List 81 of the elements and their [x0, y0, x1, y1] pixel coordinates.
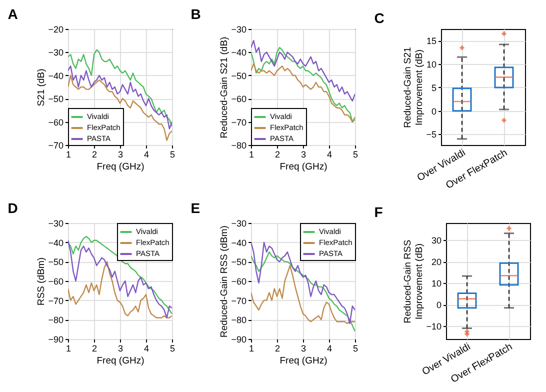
y-tick-label: −70	[48, 140, 64, 150]
x-tick-label: 4	[144, 344, 150, 354]
x-tick-label: 5	[352, 344, 358, 354]
y-tick-label: 0	[431, 106, 436, 116]
y-tick-label: −5	[426, 130, 436, 140]
y-tick-label: 30	[431, 236, 442, 246]
y-tick-label: −70	[231, 117, 246, 128]
y-tick-label: −30	[48, 48, 64, 58]
chart-title: B	[190, 6, 201, 22]
y-tick-label: −80	[231, 315, 246, 326]
y-tick-label: −80	[48, 315, 64, 326]
y-tick-label: −10	[426, 322, 442, 332]
x-tick-label: 3	[118, 150, 124, 160]
chart-title: C	[374, 10, 384, 26]
y-tick-label: −40	[48, 70, 64, 81]
y-axis-title: S21 (dB)	[36, 68, 48, 106]
x-tick-label: 5	[170, 344, 176, 354]
x-tick-label: 1	[248, 344, 254, 354]
y-tick-label: −50	[48, 257, 64, 268]
y-tick-label: 15	[426, 36, 436, 46]
x-tick-label: 2	[274, 150, 280, 160]
y-tick-label: 5	[431, 82, 436, 93]
chart-title: D	[8, 200, 18, 216]
line-series	[251, 251, 355, 332]
y-tick-label: 10	[431, 278, 442, 289]
x-tick-label: 2	[92, 150, 98, 160]
y-tick-label: −30	[48, 218, 64, 228]
y-axis-title: Reduced-Gain RSS (dBm)	[219, 226, 230, 338]
y-axis-title: Reduced-Gain S21 (dB)	[219, 36, 230, 138]
chart-title: E	[190, 200, 200, 216]
y-tick-label: −40	[231, 238, 246, 248]
y-tick-label: −80	[231, 140, 246, 150]
chart-title: A	[8, 6, 18, 22]
x-tick-label: 4	[326, 344, 332, 354]
y-tick-label: −90	[231, 334, 246, 344]
line-series	[251, 242, 355, 324]
y-tick-label: −60	[48, 117, 64, 128]
y-tick-label: −60	[231, 276, 246, 286]
chart-title: F	[374, 204, 384, 220]
x-tick-label: 3	[300, 344, 306, 354]
y-tick-label: −30	[231, 24, 246, 34]
line-series	[251, 63, 355, 122]
x-axis-title: Freq (GHz)	[96, 356, 144, 366]
y-tick-label: 0	[436, 300, 442, 310]
y-tick-label: −70	[231, 296, 246, 306]
x-tick-label: 1	[66, 150, 72, 160]
x-axis-title: Freq (GHz)	[280, 162, 328, 172]
x-tick-label: 3	[300, 150, 306, 160]
line-series	[251, 46, 355, 122]
y-tick-label: 10	[426, 60, 436, 70]
x-tick-label: 4	[144, 150, 150, 160]
y-tick-label: −70	[48, 296, 64, 306]
y-axis-title: RSS (dBm)	[36, 257, 48, 306]
line-series	[68, 74, 172, 141]
y-axis-title: Reduced-Gain S21 Improvement (dB)	[402, 47, 426, 128]
y-tick-label: 20	[431, 257, 442, 268]
y-tick-label: −20	[48, 24, 64, 34]
x-tick-label: 5	[170, 150, 176, 160]
y-tick-label: −90	[48, 334, 64, 344]
y-tick-label: −60	[48, 276, 64, 286]
y-tick-label: −50	[231, 70, 246, 81]
line-series	[68, 66, 172, 130]
line-series	[251, 264, 355, 324]
y-tick-label: −60	[231, 94, 246, 104]
y-tick-label: −50	[231, 257, 246, 268]
y-axis-title: Reduced-Gain RSS Improvement (dB)	[402, 240, 426, 324]
x-tick-label: 1	[248, 150, 254, 160]
y-tick-label: −40	[231, 48, 246, 58]
x-tick-label: 1	[66, 344, 72, 354]
x-tick-label: 2	[92, 344, 98, 354]
y-tick-label: −50	[48, 94, 64, 104]
line-series	[251, 40, 355, 102]
x-tick-label: 4	[326, 150, 332, 160]
x-tick-label: 2	[274, 344, 280, 354]
x-axis-title: Freq (GHz)	[96, 162, 144, 172]
y-tick-label: −40	[48, 238, 64, 248]
line-series	[68, 261, 172, 318]
x-tick-label: 5	[352, 150, 358, 160]
x-tick-label: 3	[118, 344, 124, 354]
y-tick-label: −30	[231, 218, 246, 228]
x-axis-title: Freq (GHz)	[280, 356, 328, 366]
